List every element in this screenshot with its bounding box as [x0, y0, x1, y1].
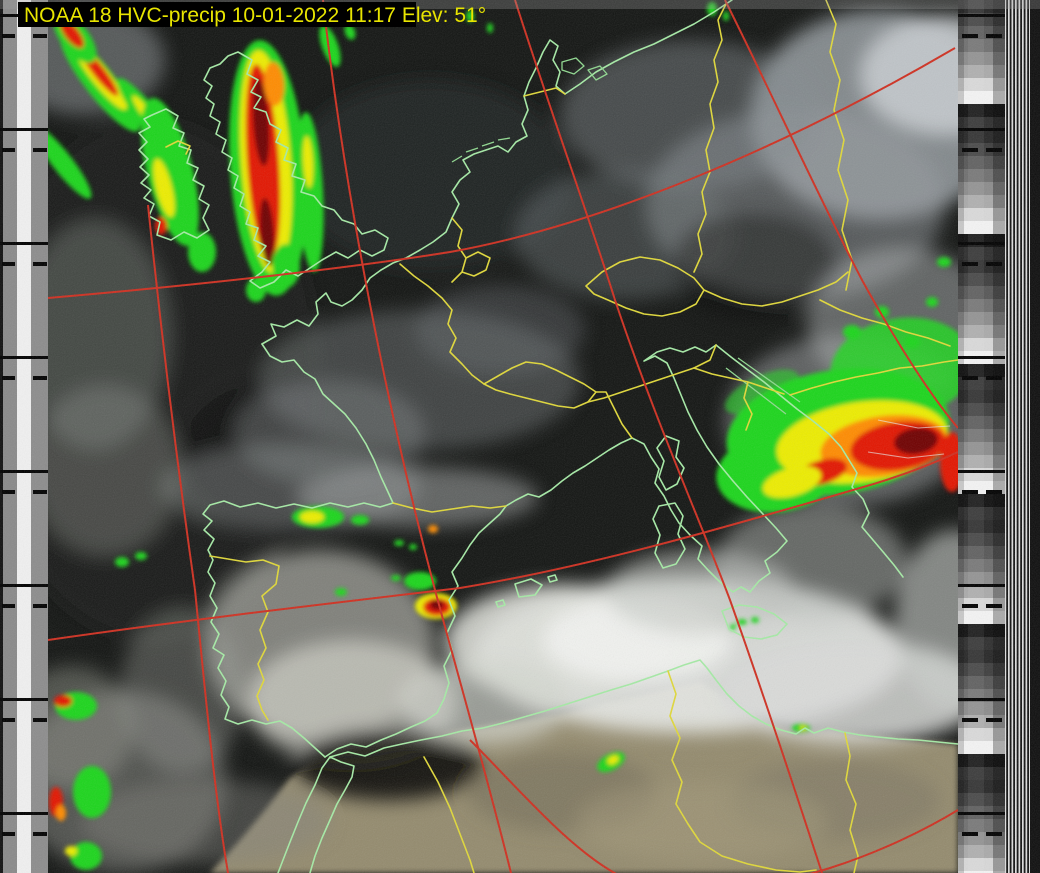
header-title: NOAA 18 HVC-precip 10-01-2022 11:17 Elev… — [24, 4, 486, 27]
header-background — [18, 2, 416, 27]
header: NOAA 18 HVC-precip 10-01-2022 11:17 Elev… — [18, 2, 486, 27]
